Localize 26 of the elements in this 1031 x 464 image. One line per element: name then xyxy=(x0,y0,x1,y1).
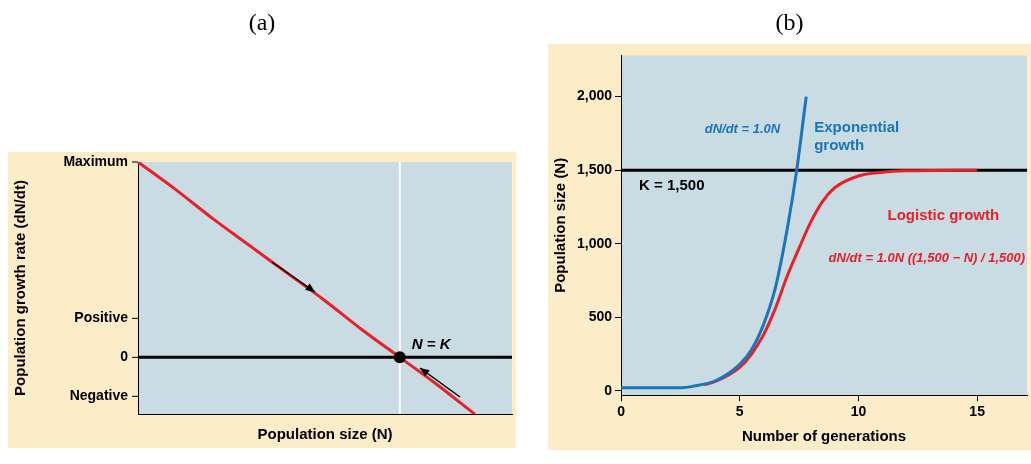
chart-title: (b) xyxy=(774,8,805,37)
text: 0 xyxy=(120,348,129,365)
text: Logistic growth xyxy=(887,205,1000,223)
text: Positive xyxy=(74,309,129,326)
text: Maximum xyxy=(63,152,128,169)
chart-title: (a) xyxy=(247,8,277,37)
line-series xyxy=(621,95,808,390)
text: Negative xyxy=(69,387,129,404)
annotation: dN/dt = 1.0N xyxy=(704,120,781,136)
y-tick-label: 1,500 xyxy=(576,161,613,177)
annotation: dN/dt = 1.0N ((1,500 − N) / 1,500) xyxy=(828,250,1026,266)
y-tick-label: 2,000 xyxy=(576,87,613,104)
x-tick-label: 5 xyxy=(735,403,744,420)
x-axis-title: Population size (N) xyxy=(257,425,393,443)
y-tick-label: 0 xyxy=(604,381,613,398)
y-axis-title: Population growth rate (dN/dt) xyxy=(11,180,29,396)
x-tick-label: 15 xyxy=(969,403,986,420)
x-tick-label: 10 xyxy=(850,403,867,420)
y-tick-label: 500 xyxy=(588,308,613,325)
series-label: Exponential growth xyxy=(814,118,900,154)
x-tick-label: 0 xyxy=(617,403,626,420)
y-axis-title: Population size (N) xyxy=(551,157,569,293)
ref-line-label: K = 1,500 xyxy=(639,175,705,193)
annotation: N = K xyxy=(411,334,452,352)
x-axis-title: Number of generations xyxy=(741,427,907,445)
y-tick-label: 1,000 xyxy=(576,234,613,251)
